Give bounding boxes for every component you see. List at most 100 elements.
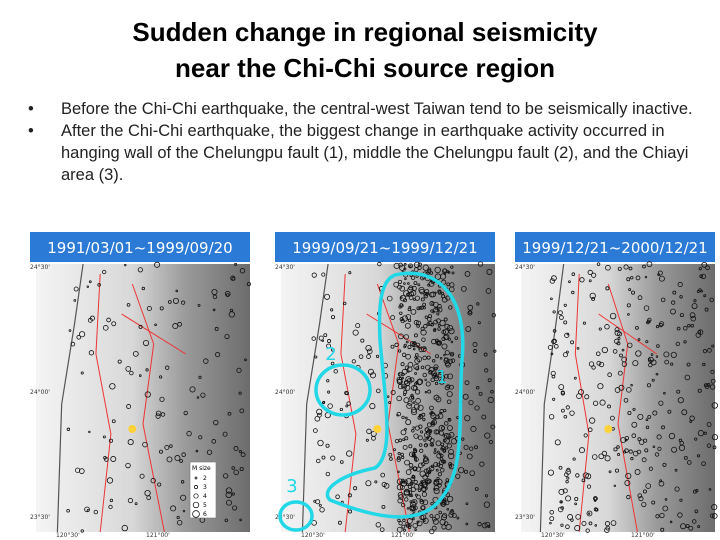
quake-dot — [358, 354, 364, 359]
quake-dot — [419, 515, 425, 520]
quake-dot — [180, 480, 185, 484]
quake-dot — [609, 415, 615, 421]
quake-dot — [410, 476, 416, 482]
quake-dot — [419, 305, 424, 310]
quake-dot — [398, 262, 403, 268]
quake-dot — [401, 455, 405, 460]
quake-dot — [700, 273, 707, 280]
quake-dot — [411, 408, 418, 416]
quake-dot — [635, 350, 642, 357]
quake-dot — [411, 474, 415, 479]
quake-dot — [375, 354, 380, 358]
quake-dot — [236, 367, 242, 373]
quake-dot — [435, 468, 439, 472]
quake-dot — [594, 524, 598, 527]
quake-dot — [406, 403, 412, 409]
quake-dot — [474, 487, 479, 491]
quake-dot — [658, 275, 665, 282]
quake-dot — [165, 365, 170, 370]
quake-dot — [582, 321, 586, 325]
quake-dot — [345, 404, 349, 408]
quake-dot — [416, 520, 423, 527]
quake-dot — [404, 436, 409, 441]
quake-dot — [447, 452, 455, 460]
quake-dot — [465, 502, 469, 506]
quake-dot — [429, 279, 433, 282]
quake-dot — [468, 446, 474, 451]
quake-dot — [419, 430, 424, 434]
seismicity-dots — [311, 261, 497, 535]
quake-dot — [607, 404, 611, 409]
coastline — [301, 263, 329, 533]
quake-dot — [367, 368, 375, 375]
quake-dot — [637, 413, 644, 420]
quake-dot — [549, 521, 552, 525]
quake-dot — [690, 324, 695, 328]
quake-dot — [159, 306, 164, 311]
quake-dot — [429, 438, 435, 443]
zone-number: 2 — [325, 344, 336, 365]
quake-dot — [390, 315, 396, 320]
quake-dot — [468, 399, 474, 406]
quake-dot — [707, 348, 712, 353]
quake-dot — [377, 261, 382, 267]
quake-dot — [403, 282, 406, 285]
quake-dot — [102, 269, 107, 275]
quake-dot — [609, 312, 617, 320]
lat-label: 24°30' — [275, 264, 295, 271]
quake-dot — [413, 320, 419, 325]
quake-dot — [412, 347, 416, 351]
quake-dot — [697, 525, 701, 528]
quake-dot — [585, 528, 590, 533]
coastline — [56, 263, 84, 533]
quake-dot — [420, 505, 426, 510]
quake-dot — [610, 520, 617, 526]
quake-dot — [159, 375, 163, 379]
quake-dot — [449, 509, 455, 515]
quake-dot — [225, 491, 232, 499]
quake-dot — [476, 302, 480, 306]
quake-dot — [409, 395, 415, 401]
quake-dot — [431, 373, 437, 378]
quake-dot — [450, 340, 454, 344]
quake-dot — [564, 472, 569, 477]
quake-dot — [433, 307, 439, 313]
quake-dot — [410, 308, 417, 315]
quake-dot — [420, 480, 423, 483]
quake-dot — [434, 266, 441, 274]
quake-dot — [558, 384, 565, 390]
quake-dot — [648, 466, 653, 471]
quake-dot — [348, 271, 352, 275]
quake-dot — [621, 356, 628, 363]
quake-dot — [679, 295, 683, 299]
quake-dot — [644, 448, 649, 453]
quake-dot — [389, 457, 393, 461]
quake-dot — [709, 513, 715, 518]
quake-dot — [632, 407, 636, 411]
quake-dot — [687, 323, 691, 328]
quake-dot — [440, 447, 444, 451]
quake-dot — [648, 362, 653, 368]
quake-dot — [424, 315, 429, 319]
quake-dot — [463, 469, 468, 474]
quake-dot — [426, 355, 431, 360]
quake-dot — [576, 393, 582, 399]
legend-size: 3 — [203, 484, 207, 491]
quake-dot — [394, 342, 399, 347]
quake-dot — [393, 281, 399, 288]
quake-dot — [626, 303, 631, 308]
quake-dot — [423, 443, 429, 448]
quake-dot — [124, 263, 127, 267]
quake-dot — [103, 455, 107, 460]
quake-dot — [400, 296, 403, 299]
quake-dot — [699, 274, 704, 279]
quake-dot — [646, 261, 653, 268]
lon-label: 121°00' — [391, 532, 415, 539]
quake-dot — [552, 310, 556, 314]
seismicity-dots — [66, 261, 251, 533]
quake-dot — [669, 520, 673, 524]
quake-dot — [433, 319, 438, 325]
quake-dot — [441, 343, 448, 350]
quake-dot — [388, 401, 392, 405]
quake-dot — [383, 483, 390, 489]
